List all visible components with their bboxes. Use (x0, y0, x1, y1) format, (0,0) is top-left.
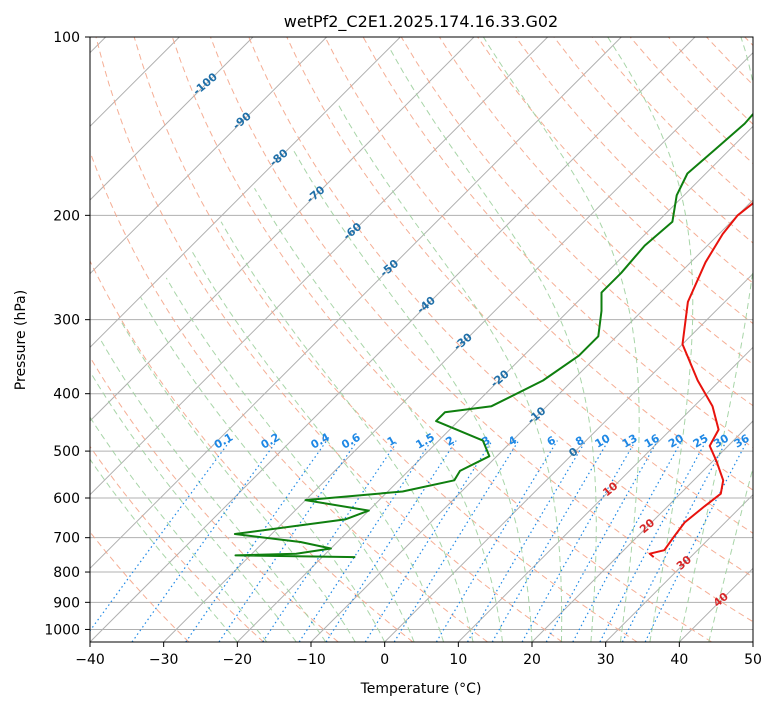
x-tick-label: 20 (523, 652, 541, 668)
x-tick-label: −10 (296, 652, 326, 668)
isotherm-50 (753, 37, 775, 642)
y-tick-label: 500 (53, 444, 80, 460)
y-tick-label: 400 (53, 387, 80, 403)
y-tick-label: 900 (53, 595, 80, 611)
x-axis-label: Temperature (°C) (360, 681, 482, 697)
y-tick-label: 300 (53, 313, 80, 329)
y-tick-label: 700 (53, 531, 80, 547)
chart-title: wetPf2_C2E1.2025.174.16.33.G02 (284, 12, 558, 32)
x-tick-label: 30 (597, 652, 615, 668)
x-tick-label: −30 (149, 652, 179, 668)
plot-area (90, 37, 753, 642)
y-tick-label: 800 (53, 565, 80, 581)
y-tick-label: 600 (53, 491, 80, 507)
x-tick-label: 0 (380, 652, 389, 668)
x-tick-label: 10 (449, 652, 467, 668)
y-tick-label: 200 (53, 208, 80, 224)
y-axis-label: Pressure (hPa) (13, 290, 29, 390)
x-tick-label: −20 (223, 652, 253, 668)
x-tick-label: 50 (744, 652, 762, 668)
x-tick-label: −40 (75, 652, 105, 668)
y-tick-label: 1000 (44, 622, 80, 638)
y-tick-label: 100 (53, 30, 80, 46)
x-tick-label: 40 (670, 652, 688, 668)
